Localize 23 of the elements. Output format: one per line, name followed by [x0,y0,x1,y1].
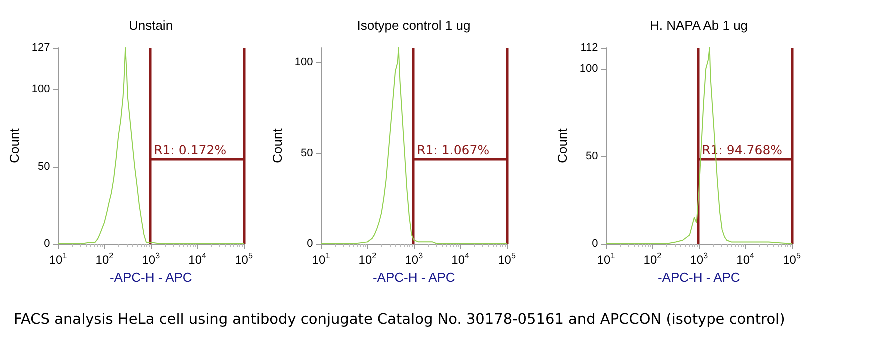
y-axis-title: Count [7,128,22,164]
annotation: R1: 0.172% [154,142,227,158]
y-tick-label: 50 [586,150,598,162]
text: FACS analysis HeLa cell using antibody conjugate Catalog No. 30178-05161 and APCCON (isotype control) [14,312,786,328]
y-tick-label: 0 [44,238,50,250]
y-tick-label: 100 [32,84,50,96]
chart-title: Unstain [128,18,174,33]
annotation: R1: 1.067% [417,142,490,158]
y-tick-label: 50 [301,147,314,160]
y-tick-label: 50 [38,160,50,173]
y-tick-label: 100 [580,63,598,75]
chart-title: Isotype control 1 ug [357,18,471,33]
x-axis-title: -APC-H - APC [110,270,192,285]
x-axis-title: -APC-H - APC [658,270,740,285]
y-tick-label: 0 [592,238,598,250]
y-axis-title: Count [555,128,570,164]
y-axis-title: Count [270,128,285,164]
y-tick-label: 112 [580,42,598,54]
y-tick-label: 0 [307,238,314,250]
chart-title: H. NAPA Ab 1 ug [650,18,748,33]
y-tick-label: 100 [294,56,314,69]
y-tick-label: 127 [32,42,50,54]
x-axis-title: -APC-H - APC [372,270,456,285]
